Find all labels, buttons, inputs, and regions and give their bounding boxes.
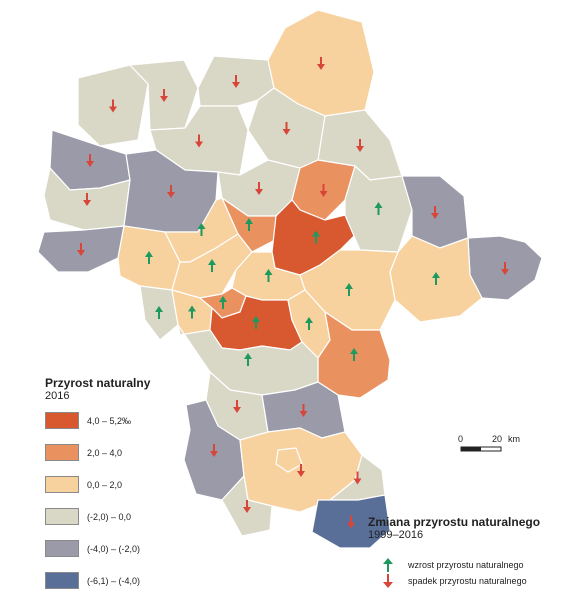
arrow-up-icon [350,348,358,361]
arrow-down-icon [353,471,362,485]
scale-unit: km [508,434,520,444]
legend-label: (-6,1) – (-4,0) [87,575,141,586]
arrow-up-icon [145,251,153,264]
scale-start: 0 [458,434,464,444]
trend-legend-down: spadek przyrostu naturalnego [382,573,527,589]
arrow-down-icon [77,243,85,256]
legend-label: 4,0 – 5,2‰ [87,415,132,426]
trend-arrows-layer [77,57,509,529]
trend-legend: Zmiana przyrostu naturalnego 1999–2016 w… [368,515,558,588]
trend-legend-title: Zmiana przyrostu naturalnego [368,515,541,529]
arrow-up-icon [264,269,273,282]
scale-bar-line [460,446,502,452]
legend-label: (-2,0) – 0,0 [87,511,132,522]
legend-subtitle: 2016 [45,390,70,402]
legend-swatch [45,444,79,461]
scale-bar: 0 20 km [458,434,538,454]
legend-class-3: 0,0 – 2,0 [45,476,122,493]
arrow-down-icon [243,500,251,513]
arrow-down-icon [210,444,218,457]
legend: Przyrost naturalny 2016 4,0 – 5,2‰ 2,0 –… [45,376,195,589]
legend-swatch [45,476,79,493]
legend-swatch [45,412,79,429]
arrow-down-icon [297,464,305,477]
trend-legend-subtitle: 1999–2016 [368,529,424,541]
trend-legend-up: wzrost przyrostu naturalnego [382,557,524,573]
legend-class-6: (-6,1) – (-4,0) [45,572,140,589]
legend-swatch [45,572,79,589]
arrow-down-icon [167,185,175,198]
legend-label: 0,0 – 2,0 [87,479,123,490]
arrow-up-icon [345,283,353,296]
arrow-up-icon [244,353,252,366]
arrow-down-icon [383,574,393,588]
arrow-down-icon [347,515,355,529]
arrow-up-icon [432,272,440,285]
arrow-up-icon [383,558,393,572]
arrow-up-icon [197,223,206,236]
arrow-up-icon [188,305,196,319]
arrow-down-icon [109,99,117,113]
arrow-down-icon [501,262,509,275]
legend-class-1: 4,0 – 5,2‰ [45,412,131,429]
legend-class-2: 2,0 – 4,0 [45,444,122,461]
arrow-down-icon [232,75,240,88]
arrow-down-icon [356,139,364,152]
arrow-down-icon [317,57,325,70]
trend-up-label: wzrost przyrostu naturalnego [408,560,524,570]
arrow-down-icon [299,404,308,417]
arrow-up-icon [208,259,216,272]
arrow-down-icon [160,89,168,102]
legend-label: 2,0 – 4,0 [87,447,123,458]
legend-swatch [45,508,79,525]
legend-title: Przyrost naturalny [45,376,151,390]
arrow-down-icon [195,134,203,148]
arrow-up-icon [155,306,163,319]
arrow-down-icon [255,182,263,195]
scale-end: 20 [492,434,503,444]
arrow-up-icon [252,316,260,329]
arrow-down-icon [233,400,241,413]
arrow-down-icon [282,122,291,135]
arrow-down-icon [319,184,328,197]
arrow-up-icon [305,317,313,330]
districts-layer [37,9,543,549]
arrow-down-icon [431,206,439,219]
legend-class-5: (-4,0) – (-2,0) [45,540,140,557]
arrow-up-icon [312,230,320,244]
legend-class-4: (-2,0) – 0,0 [45,508,131,525]
district-radom-city [275,447,303,473]
arrow-up-icon [219,296,227,309]
trend-down-label: spadek przyrostu naturalnego [408,576,527,586]
legend-swatch [45,540,79,557]
arrow-down-icon [86,154,94,167]
arrow-down-icon [83,193,91,206]
arrow-up-icon [245,218,253,231]
legend-label: (-4,0) – (-2,0) [87,543,141,554]
arrow-up-icon [374,202,383,215]
